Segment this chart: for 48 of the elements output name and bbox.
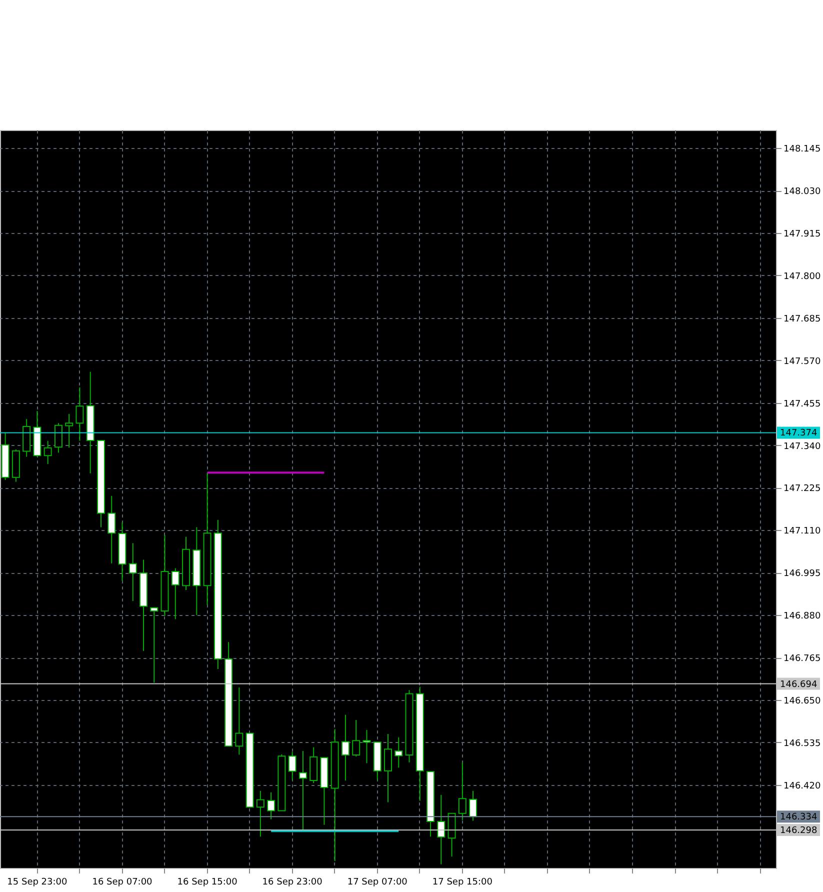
- candlestick: [288, 751, 296, 780]
- y-tick-label: 146.535: [784, 738, 821, 749]
- y-tick-label: 147.110: [784, 526, 821, 537]
- candlestick: [352, 719, 360, 758]
- x-tick-label: 15 Sep 23:00: [7, 878, 68, 888]
- candlestick: [128, 542, 137, 602]
- candlestick: [437, 794, 446, 865]
- candlestick: [44, 440, 52, 465]
- y-tick-label: 147.685: [784, 314, 821, 324]
- y-tick-label: 147.455: [784, 399, 821, 410]
- candlestick: [267, 792, 276, 820]
- candlestick: [298, 750, 307, 832]
- x-tick-label: 16 Sep 23:00: [262, 878, 323, 888]
- candlestick: [394, 736, 403, 768]
- y-tick-label: 147.225: [784, 484, 821, 494]
- x-tick-label: 16 Sep 15:00: [177, 878, 238, 888]
- y-tick-label: 147.340: [784, 442, 821, 452]
- candlestick: [341, 714, 350, 782]
- y-tick-label: 148.145: [784, 144, 821, 155]
- candlestick: [384, 733, 392, 803]
- y-tick-label: 148.030: [784, 187, 821, 198]
- candlestick: [54, 422, 62, 454]
- candlestick: [76, 386, 84, 442]
- candlestick: [458, 762, 466, 821]
- candlestick: [469, 790, 478, 822]
- y-tick-label: 147.800: [784, 272, 821, 282]
- y-tick-label: 147.570: [784, 356, 821, 367]
- candlestick: [256, 790, 264, 838]
- candlestick: [65, 413, 74, 448]
- y-tick-label: 146.765: [784, 654, 821, 664]
- ref-line-label: 146.334: [780, 812, 818, 823]
- candlestick: [108, 495, 116, 564]
- ref-line-label: 147.374: [780, 428, 818, 439]
- x-tick-label: 17 Sep 15:00: [432, 878, 493, 888]
- ref-line-label: 146.298: [780, 826, 818, 836]
- y-tick-label: 146.420: [784, 781, 821, 792]
- y-tick-label: 146.880: [784, 612, 821, 622]
- candlestick: [310, 746, 318, 784]
- ref-line-label: 146.694: [780, 680, 818, 690]
- candlestick: [150, 607, 158, 684]
- x-tick-label: 17 Sep 07:00: [347, 878, 408, 888]
- candlestick: [235, 686, 244, 756]
- candlestick: [362, 729, 371, 764]
- candlestick: [171, 568, 180, 620]
- y-tick-label: 147.915: [784, 230, 821, 240]
- y-tick-label: 146.650: [784, 696, 821, 707]
- y-tick-label: 146.995: [784, 569, 821, 580]
- x-tick-label: 16 Sep 07:00: [92, 878, 153, 888]
